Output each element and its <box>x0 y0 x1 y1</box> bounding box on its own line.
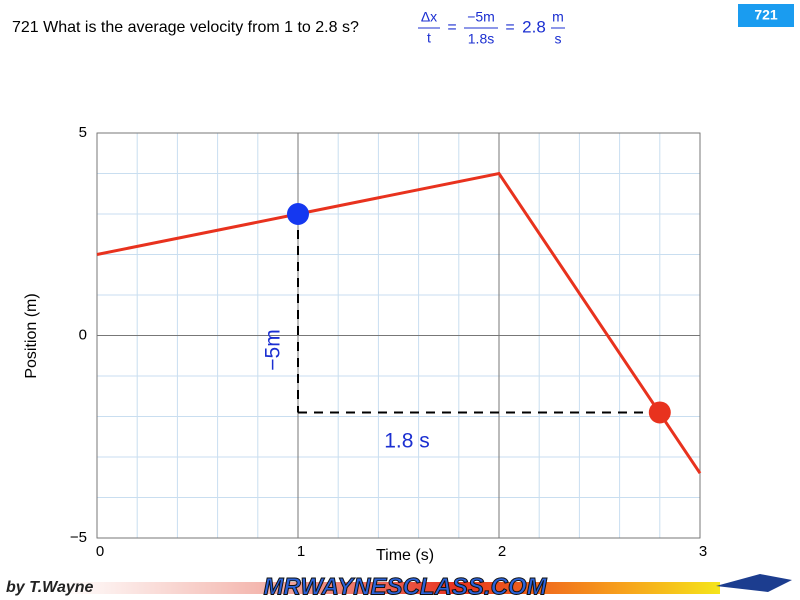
data-line <box>96 171 702 475</box>
y-tick-label: −5 <box>70 529 87 546</box>
x-tick-label: 0 <box>96 543 104 560</box>
jet-icon <box>716 574 792 592</box>
point <box>648 401 671 424</box>
y-axis-label: Position (m) <box>23 293 40 378</box>
y-tick-label: 0 <box>79 326 87 343</box>
formula: Δx t = −5m 1.8s = 2.8 m s <box>418 9 565 47</box>
point <box>287 203 309 225</box>
x-tick-label: 3 <box>699 543 707 560</box>
site: MRWAYNESCLASS.COM <box>263 573 547 600</box>
y-tick-label: 5 <box>79 124 87 141</box>
x-axis-label: Time (s) <box>376 547 434 564</box>
formula-text: 1.8s <box>468 31 494 47</box>
question: 721 What is the average velocity from 1 … <box>12 19 359 36</box>
formula-text: t <box>427 30 431 46</box>
formula-text: = <box>505 19 514 36</box>
badge-box <box>738 4 794 27</box>
x-tick-label: 2 <box>498 543 506 560</box>
formula-text: m <box>552 9 564 25</box>
formula-text: 2.8 <box>522 17 546 36</box>
formula-text: = <box>447 19 456 36</box>
annotation: −5m <box>262 329 285 370</box>
formula-text: s <box>555 31 562 47</box>
x-tick-label: 1 <box>297 543 305 560</box>
formula-text: Δx <box>421 9 437 25</box>
footer-bar <box>60 582 720 594</box>
annotation: 1.8 s <box>384 430 430 453</box>
badge: 721 <box>754 7 778 23</box>
plot: 0 1 2 3 5 0 −5 Time (s) Position (m) −5m 1.8 s <box>23 124 707 564</box>
author: by T.Wayne <box>6 579 94 596</box>
formula-text: −5m <box>467 9 495 25</box>
